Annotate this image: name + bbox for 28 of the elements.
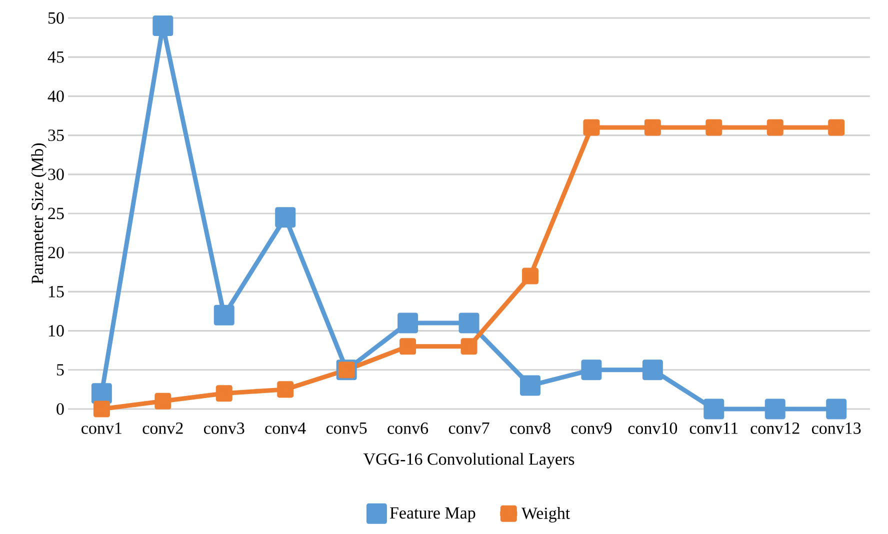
y-tick-label: 0 bbox=[56, 403, 64, 415]
x-tick-label: conv4 bbox=[265, 422, 306, 434]
y-tick-label: 5 bbox=[56, 364, 64, 376]
x-tick-label: conv1 bbox=[82, 422, 122, 434]
y-tick-label: 25 bbox=[48, 208, 64, 220]
x-tick-label: conv7 bbox=[448, 422, 490, 434]
y-tick-label: 50 bbox=[48, 12, 64, 24]
x-tick-label: conv6 bbox=[388, 422, 428, 434]
x-tick-label: conv10 bbox=[628, 422, 678, 434]
x-tick-label: conv2 bbox=[142, 422, 183, 434]
y-axis-title: Parameter Size (Mb) bbox=[31, 143, 47, 284]
y-tick-label: 35 bbox=[48, 130, 64, 142]
legend-label: Feature Map bbox=[390, 507, 476, 522]
y-tick-label: 40 bbox=[48, 90, 64, 102]
x-tick-label: conv13 bbox=[812, 422, 861, 434]
x-tick-label: conv3 bbox=[204, 422, 244, 434]
x-tick-label: conv8 bbox=[510, 422, 550, 434]
x-axis-title: VGG-16 Convolutional Layers bbox=[363, 452, 574, 468]
x-tick-label: conv5 bbox=[326, 422, 367, 434]
x-tick-label: conv12 bbox=[750, 422, 800, 434]
legend-label: Weight bbox=[521, 507, 570, 522]
y-tick-label: 10 bbox=[48, 325, 64, 337]
y-tick-label: 30 bbox=[48, 168, 64, 180]
x-tick-label: conv11 bbox=[690, 422, 738, 434]
x-tick-label: conv9 bbox=[571, 422, 612, 434]
y-tick-label: 15 bbox=[48, 286, 64, 298]
y-tick-label: 45 bbox=[48, 51, 64, 63]
y-tick-label: 20 bbox=[48, 246, 64, 258]
